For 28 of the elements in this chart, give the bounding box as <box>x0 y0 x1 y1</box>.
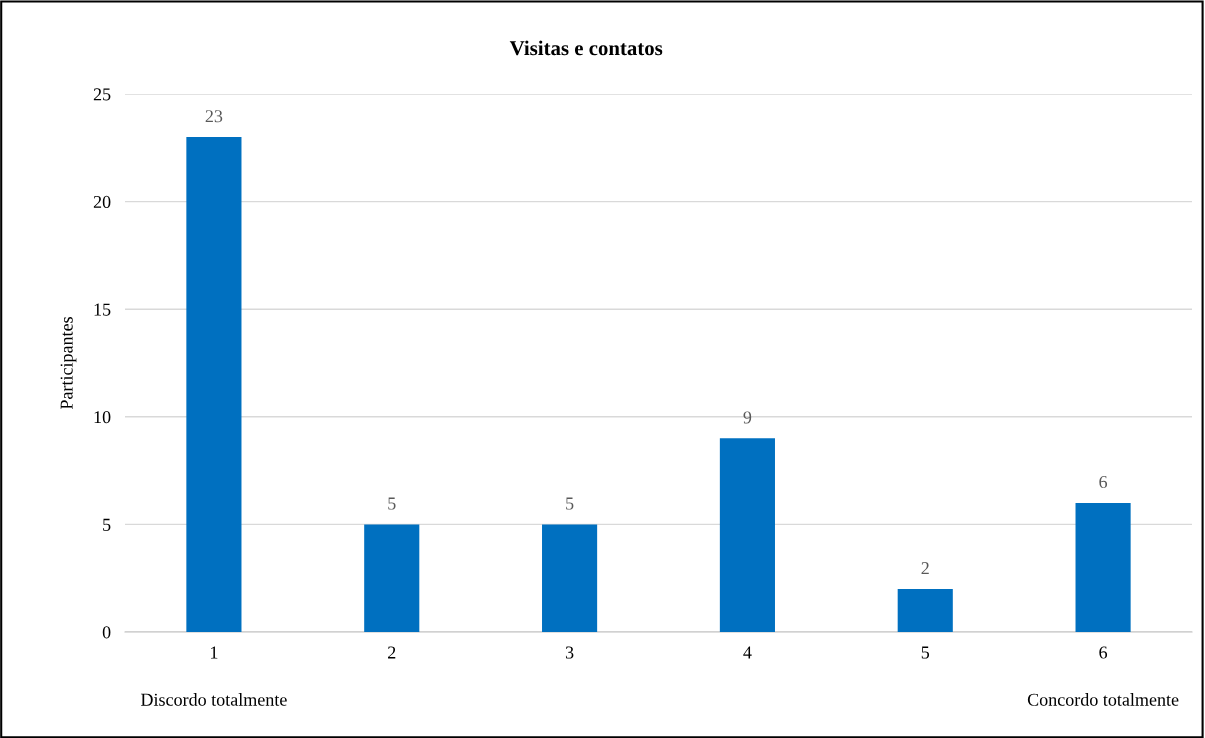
y-tick-label: 20 <box>93 195 111 209</box>
y-tick-label: 25 <box>93 88 111 101</box>
x-tick-label: 2 <box>388 646 396 659</box>
y-tick-label: 0 <box>102 626 111 639</box>
x-tick-label: 4 <box>743 646 752 659</box>
data-label: 5 <box>388 497 396 510</box>
data-label: 2 <box>921 562 929 574</box>
data-label: 6 <box>1099 475 1108 489</box>
text: Concordo totalmente <box>1027 693 1179 706</box>
y-axis-title: Participantes <box>60 317 77 410</box>
bar <box>186 137 242 632</box>
data-label: 9 <box>743 411 752 424</box>
y-tick-label: 10 <box>94 411 111 424</box>
bar <box>719 438 775 632</box>
bar <box>542 524 598 632</box>
y-tick-label: 15 <box>94 303 111 316</box>
text: Discordo totalmente <box>140 693 287 706</box>
x-tick-label: 1 <box>210 646 218 659</box>
bar <box>1075 502 1131 632</box>
x-tick-label: 5 <box>921 646 930 659</box>
chart-title: Visitas e contatos <box>509 40 663 56</box>
data-label: 23 <box>205 110 223 123</box>
x-tick-label: 3 <box>565 646 574 659</box>
data-label: 5 <box>566 497 574 510</box>
x-tick-label: 6 <box>1099 646 1108 659</box>
bar <box>364 524 420 632</box>
y-tick-label: 5 <box>103 518 111 531</box>
bar <box>897 588 953 632</box>
